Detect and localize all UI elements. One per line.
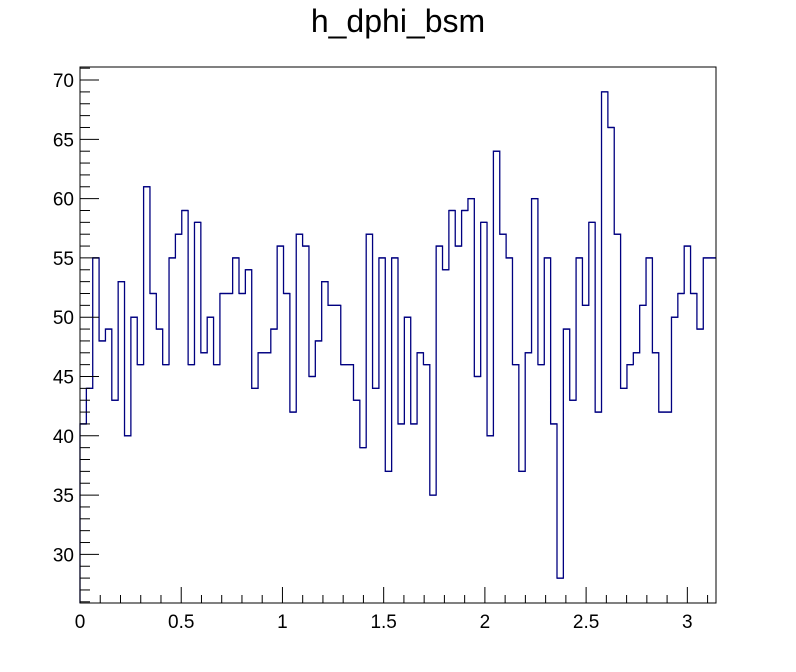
x-tick-label: 1.5: [370, 612, 396, 633]
chart-title: h_dphi_bsm: [311, 3, 485, 39]
y-tick-label: 50: [53, 308, 74, 329]
x-tick-label: 0.5: [168, 612, 194, 633]
plot-area: 0 0.5 1 1.5 2 2.5 3 30 35 40 45 50 55 60 65 70: [53, 66, 717, 633]
x-tick-label: 2: [480, 612, 491, 633]
plot-frame: [79, 66, 717, 604]
y-tick-label: 30: [53, 545, 74, 566]
y-tick-label: 60: [53, 190, 74, 211]
y-tick-label: 65: [53, 130, 74, 151]
x-tick-label: 0: [75, 612, 86, 633]
x-tick-label: 2.5: [573, 612, 599, 633]
y-tick-label: 40: [53, 427, 74, 448]
y-tick-label: 70: [53, 71, 74, 92]
x-tick-label: 3: [682, 612, 693, 633]
y-tick-label: 55: [53, 249, 74, 270]
y-tick-label: 35: [53, 486, 74, 507]
y-tick-label: 45: [53, 368, 74, 389]
x-tick-label: 1: [277, 612, 288, 633]
